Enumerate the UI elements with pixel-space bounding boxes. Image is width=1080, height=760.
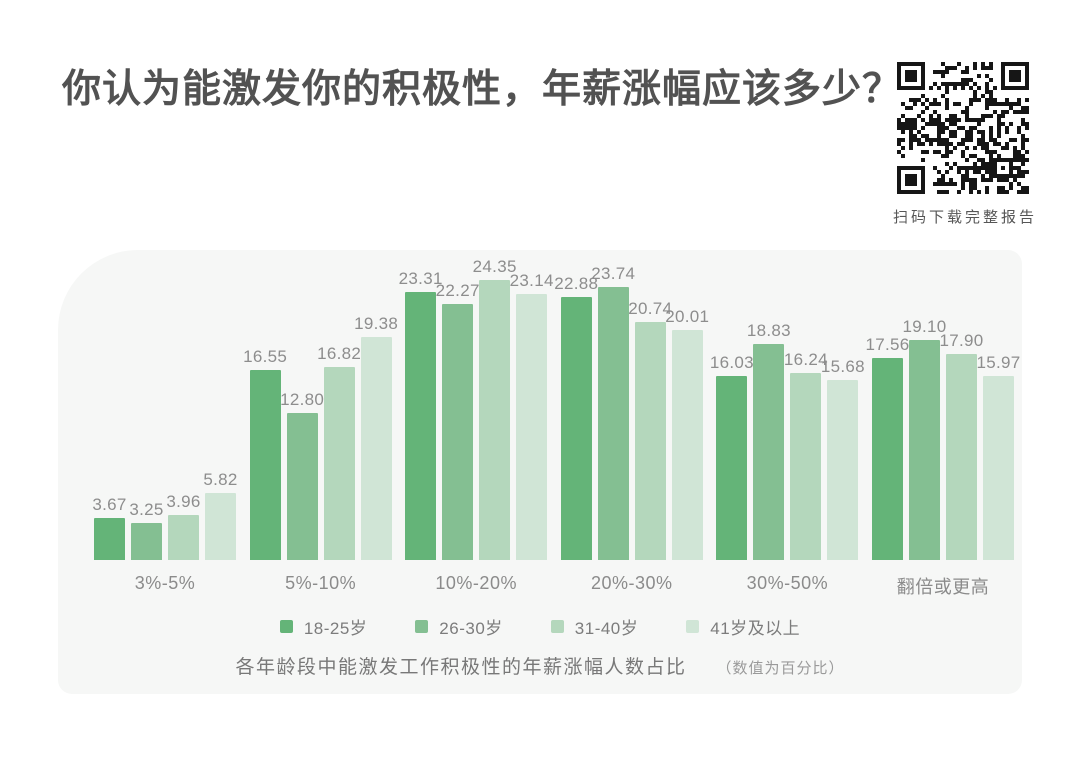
chart-caption: 各年龄段中能激发工作积极性的年薪涨幅人数占比 （数值为百分比） (58, 652, 1022, 679)
legend-item: 31-40岁 (550, 614, 639, 639)
page-title: 你认为能激发你的积极性，年薪涨幅应该多少？ (62, 68, 903, 111)
bar-group-bars: 16.03 18.83 16.24 15.68 (710, 250, 865, 560)
bar: 16.82 (317, 344, 361, 560)
bar: 17.56 (865, 335, 909, 560)
chart-caption-text: 各年龄段中能激发工作积极性的年薪涨幅人数占比 (235, 657, 687, 678)
bar-value-label: 22.27 (435, 280, 480, 300)
bar-value-label: 3.25 (129, 499, 164, 519)
bar-value-label: 24.35 (472, 257, 517, 276)
qr-caption: 扫码下载完整报告 (893, 209, 1038, 226)
bar: 3.25 (129, 500, 163, 560)
bar: 16.03 (710, 353, 754, 560)
bar: 18.83 (747, 321, 791, 560)
bar-value-label: 19.38 (354, 314, 399, 334)
bar-group-bars: 16.55 12.80 16.82 19.38 (243, 250, 398, 560)
bar: 22.88 (554, 274, 598, 560)
legend-label: 26-30岁 (439, 619, 503, 638)
category-label: 10%-20% (435, 573, 517, 593)
legend-label: 31-40岁 (574, 619, 639, 638)
bar: 19.10 (902, 317, 946, 560)
bar-value-label: 23.31 (398, 268, 443, 288)
bar: 5.82 (203, 470, 237, 560)
legend-label: 18-25岁 (303, 619, 368, 638)
legend-item: 41岁及以上 (686, 614, 800, 639)
bar: 20.01 (665, 307, 709, 560)
legend-label: 41岁及以上 (710, 619, 801, 638)
legend-item: 26-30岁 (415, 614, 502, 639)
category-label: 翻倍或更高 (896, 577, 990, 597)
qr-block: 扫码下载完整报告 (893, 62, 1038, 227)
bar-group: 16.03 18.83 16.24 15.68 30%-50% (710, 250, 865, 599)
bar: 22.27 (436, 281, 479, 560)
bar-value-label: 16.24 (783, 350, 828, 370)
bar-group: 17.56 19.10 17.90 15.97 翻倍或更高 (865, 250, 1020, 599)
bar-value-label: 20.74 (628, 298, 673, 318)
bar-value-label: 17.56 (865, 335, 910, 355)
qr-code (897, 62, 1029, 194)
bar-chart: 3.67 3.25 3.96 5.82 3%-5% 16.55 12.80 16.82 19.3… (92, 250, 1020, 599)
legend-swatch (279, 620, 293, 633)
chart-panel: 3.67 3.25 3.96 5.82 3%-5% 16.55 12.80 16.82 19.3… (58, 250, 1022, 694)
bar: 15.97 (976, 353, 1020, 560)
bar-value-label: 23.74 (591, 264, 636, 283)
bar-value-label: 3.96 (166, 491, 201, 511)
bar: 12.80 (280, 390, 324, 560)
bar-value-label: 12.80 (280, 389, 325, 409)
legend-swatch (415, 620, 429, 633)
bar-group-bars: 23.31 22.27 24.35 23.14 (399, 250, 553, 560)
legend-item: 18-25岁 (279, 614, 368, 639)
bar-value-label: 16.03 (709, 352, 754, 372)
category-label: 30%-50% (746, 573, 829, 593)
bar-group-bars: 3.67 3.25 3.96 5.82 (92, 250, 237, 560)
bar: 23.31 (399, 269, 442, 560)
category-label: 5%-10% (285, 573, 357, 593)
bar-group: 22.88 23.74 20.74 20.01 20%-30% (554, 250, 709, 599)
bar-group-bars: 22.88 23.74 20.74 20.01 (554, 250, 709, 560)
bar: 15.68 (821, 357, 865, 560)
bar-value-label: 15.68 (820, 356, 865, 376)
bar-value-label: 16.82 (317, 343, 362, 363)
bar-group: 16.55 12.80 16.82 19.38 5%-10% (243, 250, 398, 599)
bar-value-label: 23.14 (509, 270, 554, 290)
bar: 20.74 (628, 299, 672, 560)
legend-swatch (550, 620, 564, 633)
legend-swatch (686, 620, 700, 633)
bar-value-label: 17.90 (939, 331, 984, 351)
bar-value-label: 3.67 (92, 494, 127, 514)
bar-value-label: 16.55 (243, 346, 288, 366)
bar: 23.74 (591, 264, 635, 560)
bar: 3.96 (166, 492, 200, 560)
bar-group-bars: 17.56 19.10 17.90 15.97 (865, 250, 1020, 560)
bar-group: 3.67 3.25 3.96 5.82 3%-5% (92, 250, 237, 599)
bar-value-label: 5.82 (203, 470, 238, 490)
bar-group: 23.31 22.27 24.35 23.14 10%-20% (399, 250, 554, 599)
bar-value-label: 18.83 (746, 320, 791, 340)
bar-value-label: 15.97 (976, 353, 1021, 373)
bar-value-label: 20.01 (665, 306, 710, 326)
bar: 16.24 (784, 350, 828, 560)
bar-value-label: 19.10 (902, 317, 947, 337)
chart-legend: 18-25岁 26-30岁 31-40岁 41岁及以上 (58, 614, 1022, 639)
bar: 17.90 (939, 331, 983, 560)
bar-value-label: 22.88 (554, 273, 599, 293)
bar: 3.67 (92, 495, 126, 560)
chart-caption-note: （数值为百分比） (716, 660, 845, 677)
category-label: 3%-5% (134, 573, 196, 593)
bar: 16.55 (243, 347, 287, 560)
category-label: 20%-30% (591, 573, 673, 593)
bar: 19.38 (354, 314, 398, 560)
bar: 24.35 (473, 257, 516, 560)
bar: 23.14 (510, 271, 553, 560)
